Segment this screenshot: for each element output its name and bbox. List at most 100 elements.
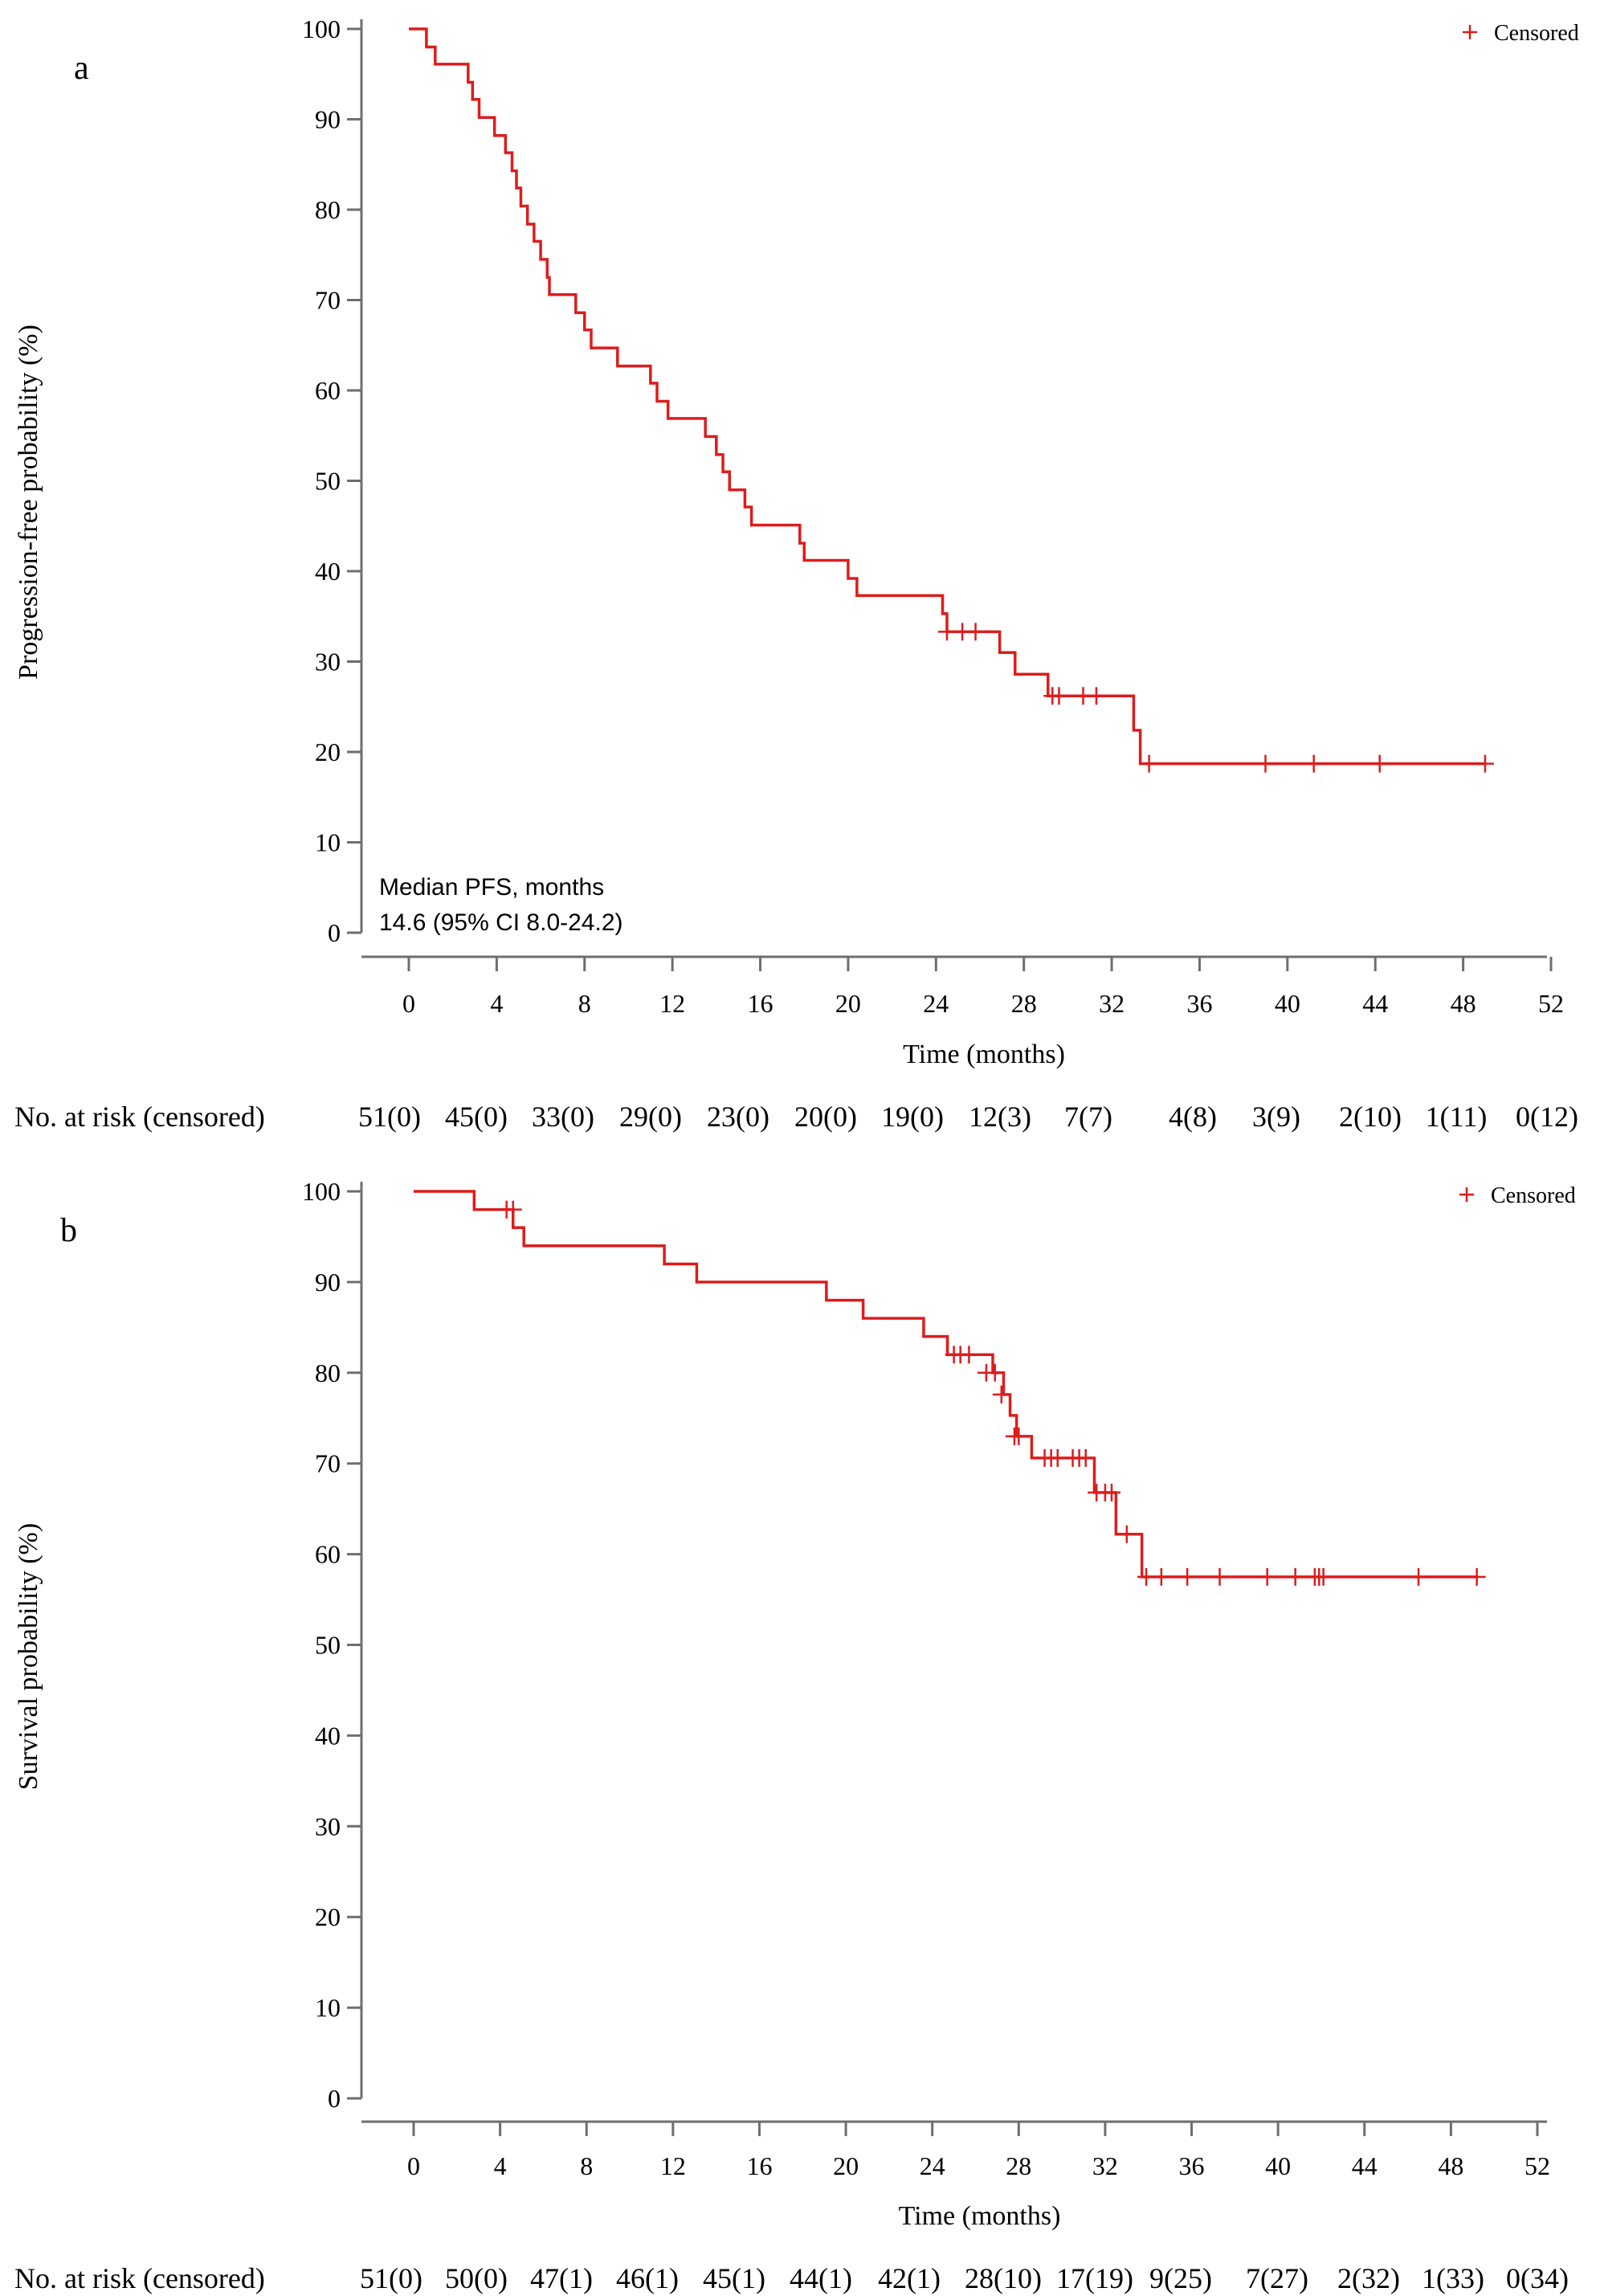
x-tick-label: 52 [1524,2151,1550,2180]
censor-mark [1140,754,1158,773]
risk-table-value: 7(7) [1064,1101,1112,1133]
risk-table-value: 0(12) [1516,1101,1578,1133]
x-tick-label: 40 [1265,2151,1291,2180]
x-tick-label: 36 [1179,2151,1205,2180]
risk-table-value: 9(25) [1149,2262,1212,2294]
x-tick-label: 0 [402,989,415,1018]
risk-table-value: 29(0) [619,1101,682,1133]
censor-mark [1370,754,1389,773]
risk-table-label: No. at risk (censored) [14,2262,265,2294]
risk-table-value: 23(0) [707,1101,769,1133]
y-tick-label: 40 [315,557,341,586]
x-tick-label: 4 [490,989,503,1018]
x-tick-label: 24 [920,2151,945,2180]
x-tick-label: 28 [1006,2151,1031,2180]
censor-mark [986,1363,1004,1382]
risk-table-label: No. at risk (censored) [14,1101,265,1133]
risk-table-value: 42(1) [878,2262,941,2294]
median-annotation-title: Median PFS, months [379,874,604,901]
y-tick-label: 90 [315,105,341,134]
y-tick-label: 30 [315,648,341,676]
censor-mark [1304,754,1323,773]
km-panel-a: a0102030405060708090100Progression-free … [14,14,1579,1133]
risk-table-value: 2(32) [1337,2262,1400,2294]
censor-mark [1410,1567,1428,1586]
risk-table-value: 46(1) [616,2262,679,2294]
risk-table-value: 45(1) [703,2262,765,2294]
risk-table-value: 50(0) [445,2262,508,2294]
x-tick-label: 20 [835,989,861,1018]
risk-table-value: 3(9) [1252,1101,1300,1133]
y-tick-label: 80 [315,195,341,224]
risk-table-value: 33(0) [532,1101,594,1133]
censor-mark [1137,1567,1156,1586]
panel-label: a [74,50,89,87]
y-tick-label: 100 [302,1177,341,1206]
risk-table-value: 47(1) [530,2262,593,2294]
x-tick-label: 32 [1099,989,1124,1018]
censor-mark [504,1200,522,1219]
y-tick-label: 90 [315,1268,341,1297]
x-tick-label: 40 [1275,989,1300,1018]
risk-table-value: 17(19) [1056,2262,1133,2294]
x-tick-label: 0 [407,2151,420,2180]
risk-table-value: 20(0) [794,1101,857,1133]
x-tick-label: 36 [1186,989,1212,1018]
x-tick-label: 44 [1362,989,1388,1018]
y-tick-label: 50 [315,1631,341,1660]
y-tick-label: 30 [315,1812,341,1840]
censor-mark [1102,1483,1120,1501]
y-tick-label: 10 [315,1993,341,2022]
y-tick-label: 80 [315,1358,341,1387]
y-tick-label: 20 [315,737,341,766]
censor-mark [1117,1525,1136,1543]
y-axis-title: Survival probability (%) [14,1523,43,1790]
x-tick-label: 12 [660,2151,686,2180]
km-curve-line [414,1190,1477,1579]
y-tick-label: 0 [328,2084,341,2113]
censor-mark [1050,687,1068,705]
y-tick-label: 50 [315,467,341,496]
risk-table-value: 12(3) [969,1101,1031,1133]
legend-label: Censored [1494,21,1579,46]
censor-mark [1258,1567,1276,1586]
x-tick-label: 16 [748,989,773,1018]
censor-mark [1076,1448,1095,1467]
median-annotation-value: 14.6 (95% CI 8.0-24.2) [379,909,623,936]
risk-table-value: 1(33) [1422,2262,1484,2294]
legend-label: Censored [1491,1183,1576,1208]
y-axis-title: Progression-free probability (%) [14,325,43,680]
risk-table-value: 45(0) [445,1101,508,1133]
x-axis-title: Time (months) [899,2201,1061,2231]
censor-mark [1256,754,1275,773]
x-tick-label: 12 [659,989,685,1018]
y-tick-label: 100 [302,14,341,43]
y-tick-label: 70 [315,286,341,315]
censor-mark [1286,1567,1304,1586]
x-tick-label: 48 [1438,2151,1463,2180]
censor-mark [992,1385,1010,1403]
legend-censor-mark [1459,1187,1474,1202]
risk-table-value: 51(0) [360,2262,422,2294]
x-tick-label: 52 [1538,989,1564,1018]
y-tick-label: 70 [315,1449,341,1478]
y-tick-label: 20 [315,1902,341,1931]
x-axis-title: Time (months) [903,1040,1065,1069]
legend-censor-mark [1463,25,1477,39]
x-tick-label: 32 [1092,2151,1118,2180]
censor-mark [1467,1567,1486,1586]
censor-mark [937,623,956,641]
risk-table-value: 4(8) [1169,1101,1217,1133]
risk-table-value: 1(11) [1426,1101,1488,1133]
censor-mark [1048,1448,1067,1467]
censor-mark [1178,1567,1197,1586]
censor-mark [1087,687,1105,705]
censor-mark [960,1346,978,1364]
y-tick-label: 40 [315,1721,341,1750]
censor-mark [966,623,985,641]
censor-mark [1476,754,1494,773]
km-curve-line [409,27,1485,766]
y-tick-label: 0 [328,918,341,947]
